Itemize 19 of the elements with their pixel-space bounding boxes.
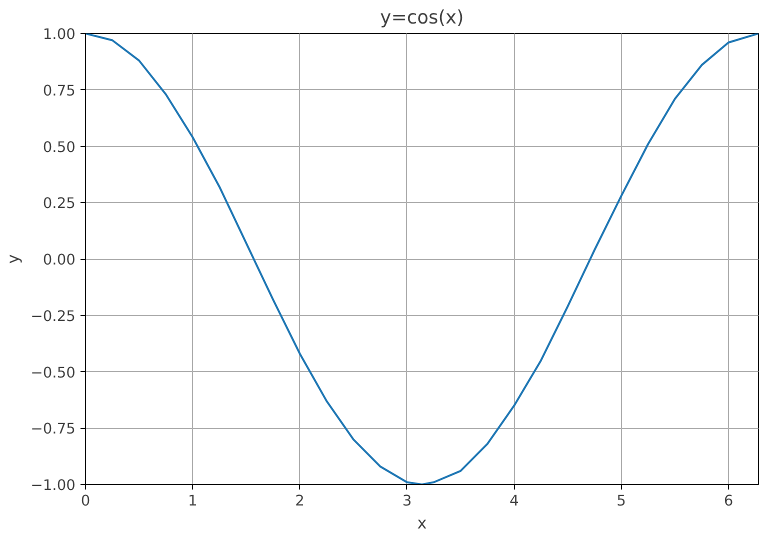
y-tick-label: −1.00 (30, 477, 76, 494)
x-tick-label: 1 (188, 492, 198, 510)
y-tick-label: 1.00 (42, 26, 76, 43)
y-tick-label: 0.50 (42, 138, 76, 156)
y-axis-title: y (4, 254, 23, 264)
x-axis-title: x (417, 514, 427, 532)
y-tick-label: 0.75 (42, 82, 76, 100)
x-tick-label: 6 (724, 492, 734, 510)
y-tick-label: −0.50 (30, 364, 76, 382)
x-tick-label: 3 (402, 492, 412, 510)
y-tick-label: 0.25 (42, 195, 76, 212)
y-tick-label: −0.75 (30, 420, 76, 438)
x-tick-label: 4 (510, 492, 519, 510)
x-tick-label: 5 (616, 492, 626, 510)
x-tick-label: 0 (80, 492, 90, 510)
chart-title: y=cos(x) (380, 8, 464, 28)
y-tick-label: −0.25 (30, 308, 76, 325)
y-tick-label: 0.00 (42, 252, 76, 268)
x-tick-label: 2 (295, 492, 304, 510)
